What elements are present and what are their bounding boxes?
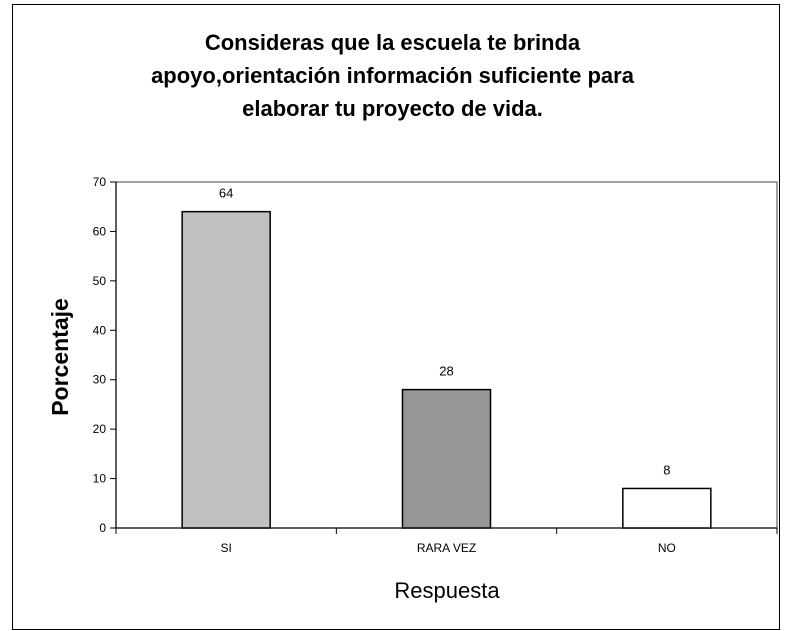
y-tick-label-6: 60 bbox=[93, 224, 107, 238]
y-axis-title: Porcentaje bbox=[47, 298, 73, 416]
bar-1 bbox=[401, 388, 492, 529]
chart-title-line-1: Consideras que la escuela te brinda bbox=[204, 30, 581, 55]
bar-0 bbox=[181, 210, 271, 529]
y-tick-label-4: 40 bbox=[93, 323, 107, 337]
bar-2 bbox=[622, 487, 712, 529]
x-axis-title: Respuesta bbox=[394, 578, 500, 603]
y-tick-label-1: 10 bbox=[93, 472, 107, 486]
data-label-1: 28 bbox=[439, 364, 453, 379]
chart-title-line-3: elaborar tu proyecto de vida. bbox=[242, 96, 543, 121]
x-tick-label-0: SI bbox=[220, 541, 231, 555]
chart-title: Consideras que la escuela te brinda apoy… bbox=[0, 26, 785, 125]
x-tick-label-2: NO bbox=[658, 541, 676, 555]
y-tick-label-7: 70 bbox=[93, 175, 107, 189]
y-tick-label-0: 0 bbox=[99, 521, 106, 535]
x-tick-label-1: RARA VEZ bbox=[417, 541, 476, 555]
plot-area: 64 SI 28 RARA VEZ 8 NO 0 10 20 30 40 50 60 70 bbox=[93, 175, 778, 555]
y-tick-label-2: 20 bbox=[93, 422, 107, 436]
data-label-0: 64 bbox=[219, 186, 233, 201]
data-label-2: 8 bbox=[663, 462, 670, 477]
chart-title-line-2: apoyo,orientación información suficiente… bbox=[151, 63, 634, 88]
y-tick-label-5: 50 bbox=[93, 274, 107, 288]
y-tick-label-3: 30 bbox=[93, 373, 107, 387]
